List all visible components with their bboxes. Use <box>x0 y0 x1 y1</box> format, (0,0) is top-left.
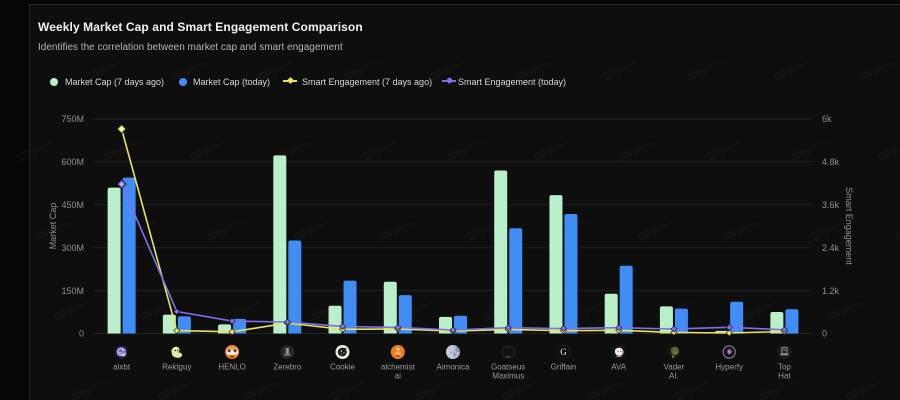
svg-text:Goatseus: Goatseus <box>491 363 525 372</box>
svg-text:G: G <box>560 347 567 357</box>
svg-text:ai: ai <box>395 371 401 380</box>
svg-text:4.8k: 4.8k <box>822 157 840 167</box>
svg-text:Smart Engagement: Smart Engagement <box>844 187 854 265</box>
svg-text:Aimonica: Aimonica <box>437 363 470 372</box>
svg-text:2.4k: 2.4k <box>822 243 840 253</box>
svg-text:Market Cap: Market Cap <box>48 203 58 250</box>
svg-text:0: 0 <box>822 329 827 339</box>
svg-text:Cookie: Cookie <box>330 363 355 372</box>
svg-text:Top: Top <box>778 363 791 372</box>
svg-text:600M: 600M <box>61 157 84 167</box>
svg-text:HENLO: HENLO <box>218 363 246 372</box>
svg-text:Maximus: Maximus <box>492 371 524 380</box>
svg-text:750M: 750M <box>61 114 84 124</box>
svg-text:3.6k: 3.6k <box>822 200 840 210</box>
svg-text:Griffain: Griffain <box>551 363 577 372</box>
svg-text:0: 0 <box>79 329 84 339</box>
svg-text:aixbt: aixbt <box>113 363 131 372</box>
svg-text:450M: 450M <box>61 200 84 210</box>
svg-text:6k: 6k <box>822 114 832 124</box>
svg-text:1.2k: 1.2k <box>822 286 840 296</box>
svg-text:Zerebro: Zerebro <box>273 363 302 372</box>
svg-text:300M: 300M <box>61 243 84 253</box>
svg-text:AI.: AI. <box>669 371 679 380</box>
svg-text:AVA: AVA <box>611 363 626 372</box>
svg-text:Rektguy: Rektguy <box>162 363 191 372</box>
svg-text:Hyperfy: Hyperfy <box>715 363 743 372</box>
svg-text:Vader: Vader <box>664 363 685 372</box>
svg-text:alchemist: alchemist <box>381 363 416 372</box>
svg-text:Hat: Hat <box>778 371 791 380</box>
svg-text:150M: 150M <box>61 286 84 296</box>
